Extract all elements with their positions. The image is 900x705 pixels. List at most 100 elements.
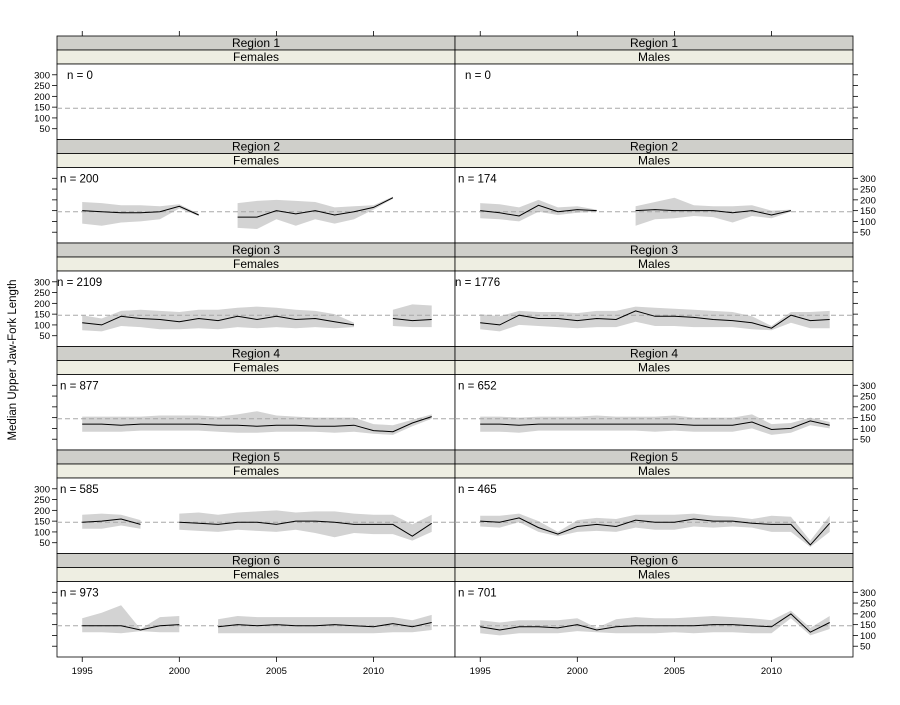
strip-sex-label: Females	[233, 568, 279, 582]
y-tick-label: 100	[860, 631, 876, 642]
strip-sex-label: Males	[638, 257, 670, 271]
confidence-band	[480, 199, 597, 222]
confidence-band	[218, 614, 432, 634]
y-tick-label: 200	[34, 92, 50, 103]
confidence-band	[82, 513, 141, 529]
n-label: n = 200	[60, 174, 99, 186]
n-label: n = 585	[60, 484, 99, 496]
n-label: n = 2109	[57, 277, 102, 289]
median-line	[179, 520, 432, 537]
strip-region-label: Region 1	[232, 36, 280, 50]
plot-content	[57, 510, 455, 541]
median-line	[480, 613, 830, 633]
y-tick-label: 200	[34, 299, 50, 310]
y-tick-label: 150	[34, 103, 50, 114]
n-label: n = 652	[458, 381, 497, 393]
confidence-band	[480, 414, 830, 435]
strip-sex-label: Males	[638, 361, 670, 375]
y-tick-label: 250	[34, 495, 50, 506]
y-tick-label: 150	[860, 413, 876, 424]
confidence-band	[480, 306, 830, 332]
y-tick-label: 50	[39, 331, 50, 342]
y-tick-label: 100	[34, 320, 50, 331]
n-label: n = 0	[465, 70, 491, 82]
plot-content	[455, 306, 853, 332]
panel-area	[454, 63, 854, 140]
confidence-band	[392, 304, 432, 328]
y-tick-label: 50	[860, 642, 871, 653]
plot-content	[57, 196, 455, 229]
strip-region-label: Region 2	[630, 140, 678, 154]
median-line	[480, 310, 830, 329]
plot-content	[455, 197, 853, 226]
median-line	[392, 318, 432, 322]
y-tick-label: 200	[860, 609, 876, 620]
x-axis: 1995 2000 2005 2010 1995 2000 2005 2010	[72, 31, 782, 677]
y-tick-label: 100	[860, 217, 876, 228]
n-label: n = 0	[67, 70, 93, 82]
n-label: n = 973	[60, 588, 99, 600]
y-tick-label: 200	[860, 195, 876, 206]
y-tick-label: 50	[39, 124, 50, 135]
y-tick-label: 50	[860, 228, 871, 239]
x-tick-label: 2005	[664, 666, 685, 677]
median-line	[218, 622, 432, 628]
y-tick-label: 150	[34, 517, 50, 528]
median-line	[82, 518, 141, 525]
confidence-band	[237, 196, 393, 229]
y-tick-label: 300	[34, 70, 50, 81]
x-tick-label: 2000	[169, 666, 190, 677]
strip-region-label: Region 5	[630, 450, 678, 464]
y-tick-label: 150	[860, 206, 876, 217]
y-tick-label: 300	[34, 277, 50, 288]
strip-sex-label: Females	[233, 257, 279, 271]
strip-region-label: Region 3	[232, 243, 280, 257]
y-tick-label: 150	[860, 620, 876, 631]
strip-region-label: Region 2	[232, 140, 280, 154]
strip-sex-label: Males	[638, 50, 670, 64]
y-tick-label: 250	[860, 185, 876, 196]
strip-sex-label: Females	[233, 361, 279, 375]
confidence-band	[82, 411, 432, 435]
n-label: n = 877	[60, 381, 99, 393]
y-tick-label: 300	[34, 484, 50, 495]
x-tick-label: 1995	[72, 666, 93, 677]
y-tick-label: 100	[34, 527, 50, 538]
y-tick-label: 300	[860, 588, 876, 599]
y-tick-label: 300	[860, 381, 876, 392]
median-line	[480, 420, 830, 431]
median-line	[82, 205, 199, 216]
x-tick-label: 1995	[470, 666, 491, 677]
median-line	[635, 209, 792, 216]
n-label: n = 465	[458, 484, 497, 496]
median-line	[82, 416, 432, 433]
y-tick-label: 300	[860, 174, 876, 185]
strip-sex-label: Males	[638, 568, 670, 582]
median-line	[480, 204, 597, 217]
plot-content	[57, 605, 455, 634]
y-tick-label: 50	[39, 538, 50, 549]
y-tick-label: 200	[860, 402, 876, 413]
y-tick-label: 100	[860, 424, 876, 435]
median-line	[82, 315, 355, 326]
panel-area	[56, 63, 456, 140]
plot-content	[57, 411, 455, 435]
y-tick-label: 150	[34, 310, 50, 321]
strip-sex-label: Males	[638, 464, 670, 478]
x-tick-label: 2010	[761, 666, 782, 677]
strip-sex-label: Females	[233, 464, 279, 478]
